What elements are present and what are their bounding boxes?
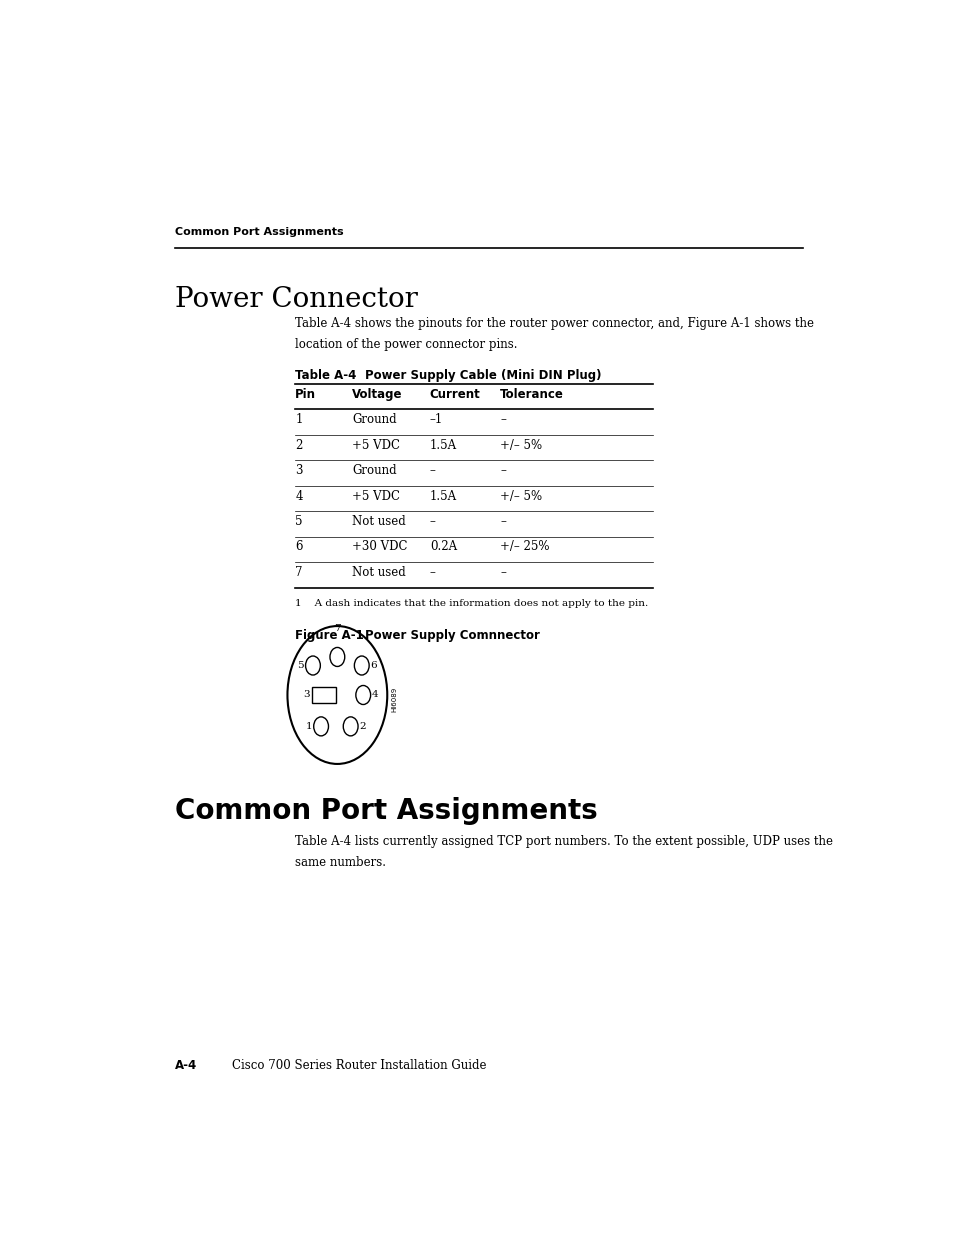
Text: 1: 1 — [294, 414, 302, 426]
Text: Voltage: Voltage — [352, 388, 402, 401]
Text: –: – — [429, 464, 436, 477]
Text: A-4: A-4 — [174, 1060, 196, 1072]
Text: 7: 7 — [334, 624, 340, 634]
Text: +/– 5%: +/– 5% — [499, 438, 541, 452]
Text: +5 VDC: +5 VDC — [352, 438, 399, 452]
Text: +30 VDC: +30 VDC — [352, 541, 407, 553]
Text: 3: 3 — [303, 690, 310, 699]
Text: Cisco 700 Series Router Installation Guide: Cisco 700 Series Router Installation Gui… — [233, 1060, 486, 1072]
Text: 4: 4 — [372, 690, 378, 699]
Text: Common Port Assignments: Common Port Assignments — [174, 227, 343, 237]
Text: 1.5A: 1.5A — [429, 489, 456, 503]
Text: –1: –1 — [429, 414, 442, 426]
Text: –: – — [499, 414, 505, 426]
Text: location of the power connector pins.: location of the power connector pins. — [294, 338, 517, 352]
Text: 2: 2 — [359, 722, 366, 731]
Text: 4: 4 — [294, 489, 302, 503]
Text: same numbers.: same numbers. — [294, 856, 386, 868]
Text: Ground: Ground — [352, 464, 396, 477]
Text: 1: 1 — [305, 722, 312, 731]
Text: Ground: Ground — [352, 414, 396, 426]
Text: Common Port Assignments: Common Port Assignments — [174, 797, 597, 825]
Text: 7: 7 — [294, 566, 302, 579]
Text: 5: 5 — [297, 661, 304, 671]
Text: Power Connector: Power Connector — [174, 287, 417, 314]
Text: +5 VDC: +5 VDC — [352, 489, 399, 503]
Text: –: – — [429, 566, 436, 579]
Text: Power Supply Comnnector: Power Supply Comnnector — [365, 630, 539, 642]
Text: –: – — [499, 515, 505, 529]
Text: 3: 3 — [294, 464, 302, 477]
Text: Tolerance: Tolerance — [499, 388, 563, 401]
Text: Current: Current — [429, 388, 480, 401]
Text: 5: 5 — [294, 515, 302, 529]
Text: 2: 2 — [294, 438, 302, 452]
Text: Not used: Not used — [352, 566, 405, 579]
Text: –: – — [429, 515, 436, 529]
Text: Table A-4 shows the pinouts for the router power connector, and, Figure A-1 show: Table A-4 shows the pinouts for the rout… — [294, 317, 813, 331]
Text: Table A-4 lists currently assigned TCP port numbers. To the extent possible, UDP: Table A-4 lists currently assigned TCP p… — [294, 835, 832, 847]
Text: 1.5A: 1.5A — [429, 438, 456, 452]
Bar — [312, 687, 335, 703]
Text: Power Supply Cable (Mini DIN Plug): Power Supply Cable (Mini DIN Plug) — [365, 369, 601, 382]
Text: 1    A dash indicates that the information does not apply to the pin.: 1 A dash indicates that the information … — [294, 599, 648, 608]
Text: –: – — [499, 566, 505, 579]
Text: HI6089: HI6089 — [391, 687, 396, 713]
Text: +/– 25%: +/– 25% — [499, 541, 549, 553]
Text: Table A-4: Table A-4 — [294, 369, 356, 382]
Text: 0.2A: 0.2A — [429, 541, 456, 553]
Text: Figure A-1: Figure A-1 — [294, 630, 364, 642]
Text: Pin: Pin — [294, 388, 315, 401]
Text: +/– 5%: +/– 5% — [499, 489, 541, 503]
Text: Not used: Not used — [352, 515, 405, 529]
Text: 6: 6 — [294, 541, 302, 553]
Text: 6: 6 — [370, 661, 376, 671]
Text: –: – — [499, 464, 505, 477]
